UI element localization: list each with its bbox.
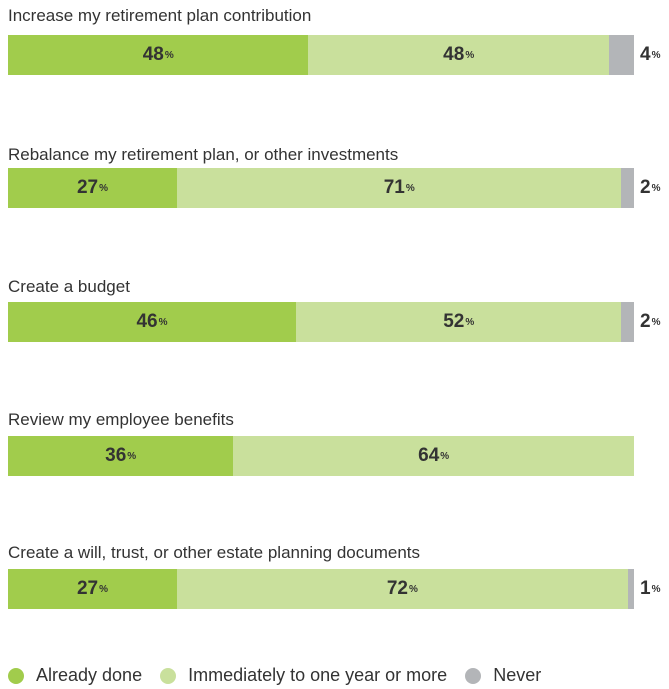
- percent-sign: %: [651, 316, 661, 328]
- bar-segment: 27%: [8, 569, 178, 609]
- bar-segment: 48%: [308, 35, 609, 75]
- bar-segment: 71%: [177, 168, 622, 208]
- data-label: 27: [76, 177, 99, 198]
- data-label: 4: [640, 44, 651, 65]
- legend-label: Already done: [36, 665, 143, 685]
- data-label: 2: [640, 177, 651, 198]
- bar-segment: 52%: [295, 302, 622, 342]
- stacked-bar: 27% 72%: [8, 569, 634, 609]
- data-label: 27: [76, 578, 99, 599]
- bar-segment: [627, 569, 634, 609]
- percent-sign: %: [164, 49, 174, 61]
- bar-segment: 46%: [8, 302, 296, 342]
- data-label-never: 4%: [640, 35, 660, 75]
- legend-swatch-icon: [465, 667, 482, 684]
- legend-swatch-icon: [160, 667, 177, 684]
- percent-sign: %: [440, 450, 450, 462]
- bar-segment: [621, 302, 634, 342]
- stacked-bar: 48% 48%: [8, 35, 634, 75]
- data-label: 64: [418, 445, 440, 466]
- legend: Already done Immediately to one year or m…: [8, 665, 559, 686]
- stacked-bar: 46% 52%: [8, 302, 634, 342]
- stacked-bar: 27% 71%: [8, 168, 634, 208]
- data-label: 36: [105, 445, 127, 466]
- bar-segment: 48%: [8, 35, 309, 75]
- data-label: 72: [386, 578, 408, 599]
- bar-segment: 36%: [8, 436, 234, 476]
- data-label: 71: [383, 177, 405, 198]
- bar-segment: [621, 168, 634, 208]
- data-label: 48: [142, 44, 164, 65]
- legend-item: Never: [465, 665, 541, 686]
- stacked-bar: 36% 64%: [8, 436, 634, 476]
- row-title: Create a budget: [8, 277, 130, 296]
- bar-segment: 27%: [8, 168, 178, 208]
- percent-sign: %: [158, 316, 168, 328]
- row-title: Increase my retirement plan contribution: [8, 6, 312, 25]
- bar-segment: 72%: [177, 569, 628, 609]
- percent-sign: %: [127, 450, 137, 462]
- row-title: Rebalance my retirement plan, or other i…: [8, 145, 399, 164]
- row-title: Create a will, trust, or other estate pl…: [8, 543, 420, 562]
- percent-sign: %: [405, 182, 415, 194]
- bar-segment: [608, 35, 634, 75]
- legend-label: Never: [493, 665, 542, 685]
- percent-sign: %: [651, 182, 661, 194]
- data-label-never: 2%: [640, 168, 660, 208]
- legend-label: Immediately to one year or more: [188, 665, 448, 685]
- legend-item: Already done: [8, 665, 142, 686]
- bar-segment: 64%: [233, 436, 634, 476]
- percent-sign: %: [465, 49, 475, 61]
- data-label: 46: [136, 311, 158, 332]
- percent-sign: %: [465, 316, 475, 328]
- data-label-never: 1%: [640, 569, 660, 609]
- data-label: 1: [640, 578, 651, 599]
- percent-sign: %: [651, 49, 661, 61]
- percent-sign: %: [99, 182, 109, 194]
- data-label-never: 2%: [640, 302, 660, 342]
- legend-swatch-icon: [8, 667, 24, 684]
- legend-item: Immediately to one year or more: [160, 665, 447, 686]
- row-title: Review my employee benefits: [8, 410, 234, 429]
- data-label: 48: [443, 44, 465, 65]
- data-label: 2: [640, 311, 651, 332]
- data-label: 52: [443, 311, 465, 332]
- percent-sign: %: [408, 583, 418, 595]
- percent-sign: %: [651, 583, 661, 595]
- percent-sign: %: [99, 583, 109, 595]
